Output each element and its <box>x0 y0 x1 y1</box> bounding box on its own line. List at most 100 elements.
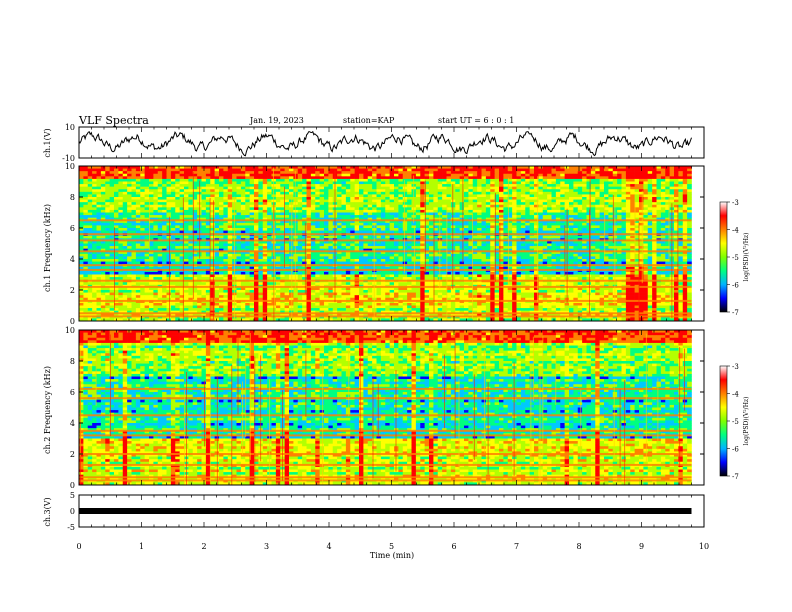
ch1-spectrogram-cell <box>127 217 132 221</box>
ch1-spectrogram-cell <box>87 197 93 200</box>
ch1-spectrogram-cell <box>122 222 128 226</box>
ch1-spectrogram-cell <box>551 230 557 234</box>
ch1-spectrogram-cell <box>665 225 670 229</box>
ch1-spectrogram-cell <box>433 191 439 195</box>
ch1-spectrogram-cell <box>122 171 128 175</box>
ch1-spectrogram-cell <box>96 207 102 211</box>
ch1-spectrogram-cell <box>564 176 570 180</box>
ch1-spectrogram-cell <box>350 202 355 206</box>
ch1-spectrogram-cell <box>245 243 250 247</box>
ch1-spectrogram-cell <box>188 215 194 218</box>
ch1-spectrogram-cell <box>682 251 688 255</box>
ch1-spectrogram-cell <box>612 176 618 180</box>
ch1-spectrogram-cell <box>131 235 137 239</box>
ch1-spectrogram-cell <box>424 240 430 244</box>
ch1-spectrogram-cell <box>144 212 150 216</box>
ch1-spectrogram-cell <box>595 215 600 218</box>
ch1-spectrogram-cell <box>503 209 509 213</box>
ch1-spectrogram-cell <box>604 181 609 185</box>
ch1-spectrogram-cell <box>267 202 272 206</box>
ch1-spectrogram-cell <box>310 168 316 172</box>
ch1-spectrogram-cell <box>289 230 294 234</box>
ch1-spectrogram-cell <box>293 212 299 216</box>
ch1-spectrogram-cell <box>345 186 351 190</box>
ch1-spectrogram-cell <box>192 166 198 169</box>
ch1-spectrogram-cell <box>415 197 421 200</box>
ch1-spectrogram-cell <box>363 181 369 185</box>
ch1-spectrogram-cell <box>315 207 320 211</box>
ch1-spectrogram-cell <box>354 168 360 172</box>
ch1-spectrogram-cell <box>367 230 373 234</box>
ch1-spectrogram-cell <box>262 240 268 244</box>
ch1-spectrogram-cell <box>367 217 373 221</box>
ch1-spectrogram-cell <box>96 181 102 185</box>
ch1-spectrogram-cell <box>687 202 692 206</box>
ch1-spectrogram-cell <box>687 235 692 239</box>
ch1-spectrogram-cell <box>367 194 373 198</box>
ch1-spectrogram-cell <box>577 209 583 213</box>
ch1-spectrogram-cell <box>542 207 548 211</box>
ch1-spectrogram-cell <box>573 246 579 249</box>
ch1-spectrogram-cell <box>83 181 89 185</box>
ch1-spectrogram-cell <box>245 166 250 169</box>
ch1-spectrogram-cell <box>678 191 684 195</box>
ch1-spectrogram-cell <box>612 199 618 203</box>
ch1-spectrogram-cell <box>363 166 369 169</box>
ch1-spectrogram-cell <box>140 194 145 198</box>
ch1-spectrogram-cell <box>109 248 115 252</box>
ch1-spectrogram-cell <box>280 220 285 224</box>
ch1-spectrogram-cell <box>310 251 316 255</box>
ch1-spectrogram-cell <box>555 251 561 255</box>
ch1-spectrogram-cell <box>569 171 574 175</box>
ch1-spectrogram-cell <box>590 176 596 180</box>
ch1-spectrogram-cell <box>214 171 220 175</box>
ch1-spectrogram-cell <box>612 173 618 177</box>
ch1-spectrogram-cell <box>442 230 447 234</box>
ch1-spectrogram-cell <box>284 186 290 190</box>
ch1-spectrogram-cell <box>512 186 517 190</box>
ch1-spectrogram-cell <box>367 191 373 195</box>
ch1-spectrogram-cell <box>516 225 522 229</box>
ch1-spectrogram-cell <box>656 248 662 252</box>
ch1-spectrogram-cell <box>678 207 684 211</box>
ch1-spectrogram-cell <box>83 186 89 190</box>
ch1-spectrogram-cell <box>472 215 478 218</box>
ch1-spectrogram-cell <box>674 204 679 208</box>
ch1-spectrogram-cell <box>665 168 670 172</box>
ch1-spectrogram-cell <box>100 166 106 169</box>
ch1-spectrogram-cell <box>258 194 264 198</box>
ch1-spectrogram-cell <box>258 178 264 182</box>
ch1-spectrogram-cell <box>420 253 425 257</box>
ch1-spectrogram-cell <box>267 176 272 180</box>
ch1-spectrogram-cell <box>437 184 443 187</box>
ch1-spectrogram-cell <box>599 184 605 187</box>
ch1-spectrogram-cell <box>306 207 312 211</box>
ch1-spectrogram-cell <box>503 217 509 221</box>
ch1-spectrogram-cell <box>455 181 460 185</box>
ch1-spectrogram-cell <box>468 176 474 180</box>
ch1-spectrogram-cell <box>118 171 124 175</box>
ch1-spectrogram-cell <box>175 220 180 224</box>
ch1-spectrogram-cell <box>464 240 469 244</box>
ch1-spectrogram-cell <box>687 191 692 195</box>
ch1-spectrogram-cell <box>170 256 176 260</box>
ch1-spectrogram-cell <box>407 248 412 252</box>
ch1-spectrogram-cell <box>302 176 307 180</box>
ch1-spectrogram-cell <box>280 256 285 260</box>
ch1-spectrogram-cell <box>227 248 233 252</box>
ch1-spectrogram-cell <box>114 220 119 224</box>
ch1-spectrogram-cell <box>665 207 670 211</box>
ch1-spectrogram-cell <box>205 181 211 185</box>
ch1-spectrogram-cell <box>297 222 303 226</box>
ch1-spectrogram-cell <box>512 225 517 229</box>
ch1-spectrogram-cell <box>647 248 653 252</box>
ch1-spectrogram-cell <box>564 184 570 187</box>
ch1-spectrogram-cell <box>450 191 456 195</box>
ch1-spectrogram-cell <box>656 230 662 234</box>
ch1-spectrogram-cell <box>293 173 299 177</box>
ch1-spectrogram-cell <box>205 230 211 234</box>
ch1-spectrogram-cell <box>162 171 167 175</box>
ch1-spectrogram-cell <box>345 202 351 206</box>
ch1-spectrogram-cell <box>100 204 106 208</box>
ch1-spectrogram-cell <box>625 212 631 216</box>
